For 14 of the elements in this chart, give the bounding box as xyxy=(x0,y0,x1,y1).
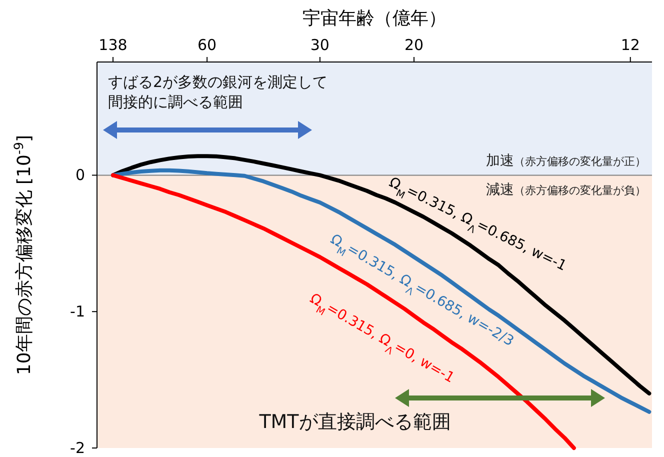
y-tick-label: -1 xyxy=(70,302,85,321)
x-tick-label: 12 xyxy=(620,36,640,54)
y-tick-label: 0 xyxy=(75,166,85,184)
x-axis-title: 宇宙年齢（億年） xyxy=(302,8,446,29)
x-tick-label: 138 xyxy=(98,36,128,54)
y-tick-label: -2 xyxy=(70,439,85,457)
annotation: 間接的に調べる範囲 xyxy=(108,93,243,111)
annotation: すばる2が多数の銀河を測定して xyxy=(108,73,328,91)
x-tick-label: 20 xyxy=(404,36,424,54)
annotation: TMTが直接調べる範囲 xyxy=(258,411,451,433)
x-tick-label: 60 xyxy=(198,36,217,54)
x-tick-label: 30 xyxy=(310,36,330,54)
band-label: 加速（赤方偏移の変化量が正） xyxy=(486,153,646,169)
band-label: 減速（赤方偏移の変化量が負） xyxy=(486,182,646,198)
